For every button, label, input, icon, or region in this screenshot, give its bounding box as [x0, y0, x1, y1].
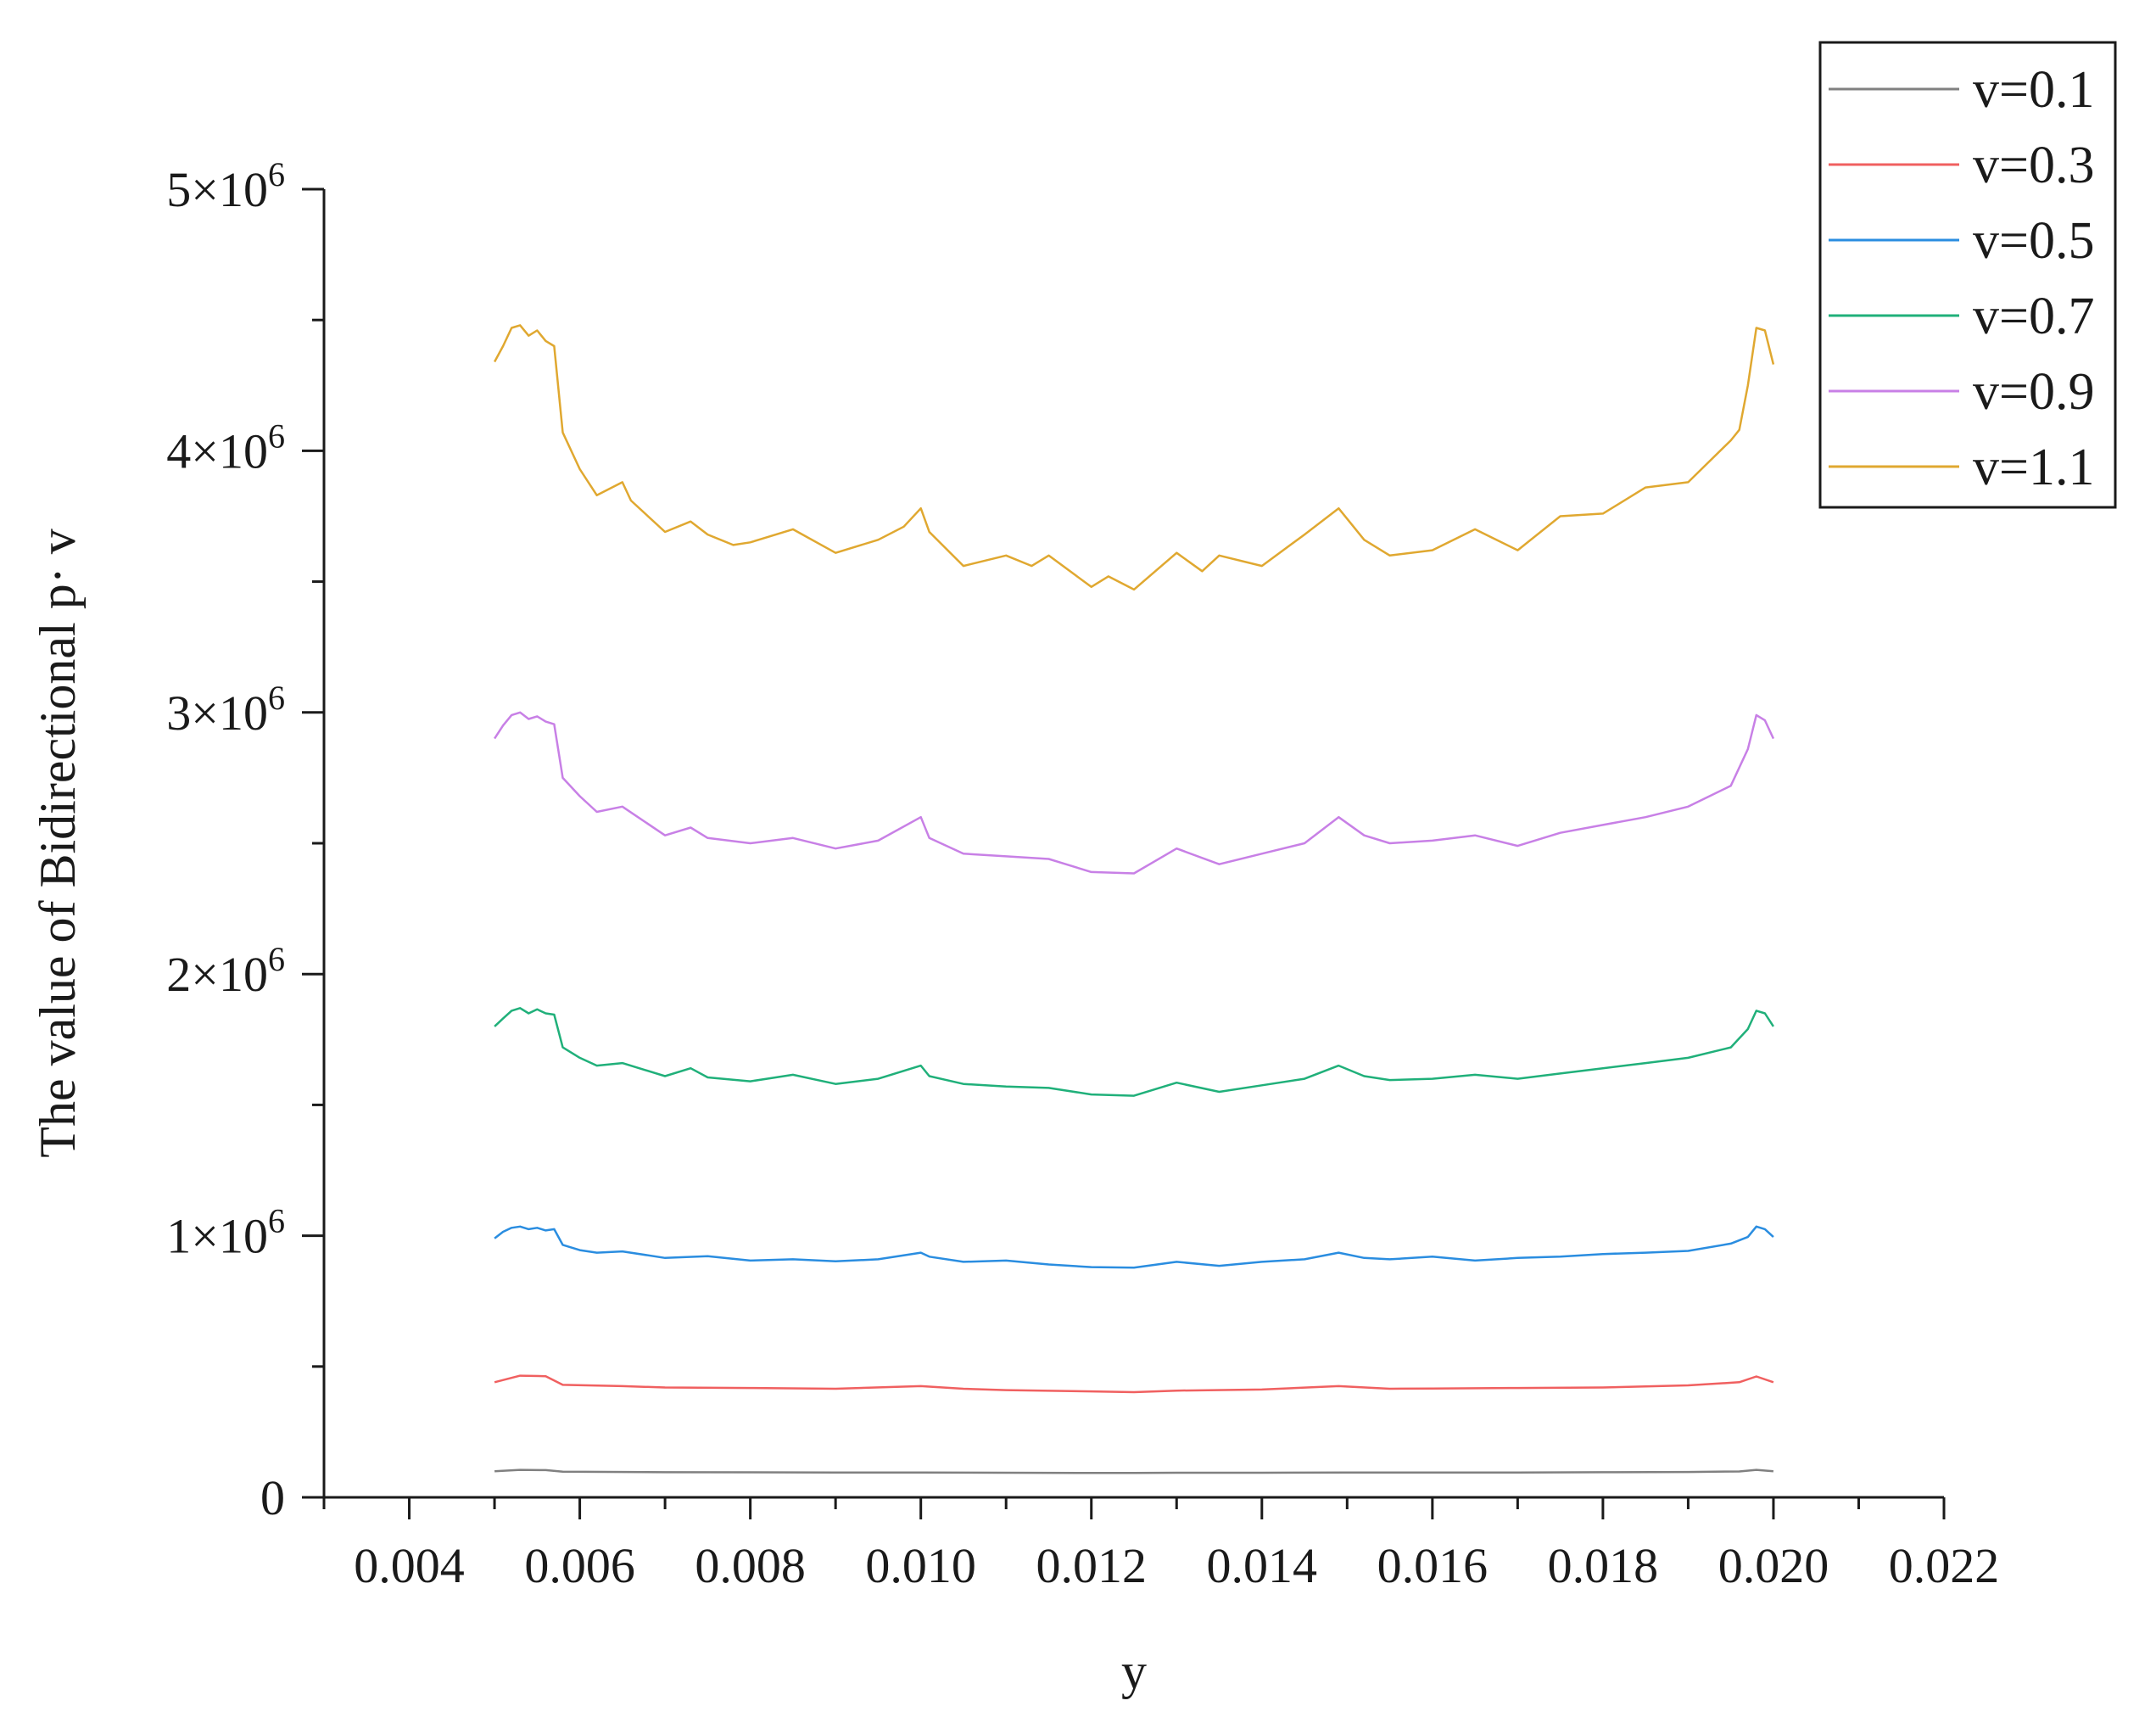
- y-tick-exponent: 6: [268, 155, 285, 193]
- legend-label: v=0.1: [1973, 61, 2094, 119]
- x-tick-label: 0.022: [1889, 1538, 2000, 1593]
- series-line-v=0.9: [494, 711, 1775, 875]
- y-axis-title: The value of Bidirectional p· v: [30, 529, 86, 1157]
- series-layer: [494, 324, 1775, 1474]
- series-line-v=0.3: [494, 1374, 1774, 1394]
- y-tick-label: 1×106: [166, 1202, 285, 1264]
- y-tick-exponent: 6: [268, 679, 285, 717]
- y-tick-label: 5×106: [166, 155, 285, 217]
- series-line-v=0.7: [494, 1007, 1774, 1097]
- y-tick-mantissa: 0: [260, 1470, 285, 1525]
- series-line-v=1.1: [494, 324, 1775, 591]
- x-ticks: 0.004 0.006 0.008 0.010 0.012 0.014 0.016 0.018…: [322, 1497, 2000, 1593]
- x-tick-label: 0.012: [1036, 1538, 1147, 1593]
- y-tick-exponent: 6: [268, 417, 285, 455]
- axes-layer: [322, 189, 1944, 1499]
- y-tick-label: 4×106: [166, 417, 285, 478]
- series-line-v=0.5: [494, 1225, 1774, 1269]
- y-tick-label: 0: [260, 1470, 285, 1525]
- y-tick-exponent: 6: [268, 940, 285, 978]
- x-tick-label: 0.004: [354, 1538, 465, 1593]
- x-tick-label: 0.010: [865, 1538, 976, 1593]
- legend-label: v=0.5: [1973, 212, 2094, 270]
- y-tick-mantissa: 5×10: [166, 162, 268, 217]
- x-tick-label: 0.020: [1718, 1538, 1829, 1593]
- x-tick-label: 0.014: [1207, 1538, 1318, 1593]
- y-tick-label: 3×106: [166, 679, 285, 741]
- y-tick-mantissa: 2×10: [166, 947, 268, 1002]
- y-tick-label: 2×106: [166, 940, 285, 1002]
- y-tick-exponent: 6: [268, 1202, 285, 1240]
- legend-label: v=0.9: [1973, 363, 2094, 421]
- y-tick-mantissa: 1×10: [166, 1209, 268, 1264]
- y-tick-mantissa: 3×10: [166, 685, 268, 741]
- x-tick-label: 0.016: [1377, 1538, 1489, 1593]
- series-line-v=0.1: [494, 1468, 1773, 1474]
- legend-label: v=0.7: [1973, 288, 2094, 345]
- legend-box: [1818, 41, 2117, 509]
- x-tick-label: 0.006: [524, 1538, 635, 1593]
- legend-label: v=1.1: [1973, 439, 2094, 496]
- x-axis-title: y: [1121, 1643, 1147, 1699]
- legend-label: v=0.3: [1973, 137, 2094, 194]
- x-tick-label: 0.008: [695, 1538, 806, 1593]
- legend: v=0.1 v=0.3 v=0.5 v=0.7 v=0.9 v=1.1: [1818, 41, 2117, 509]
- y-tick-mantissa: 4×10: [166, 423, 268, 478]
- x-tick-label: 0.018: [1548, 1538, 1659, 1593]
